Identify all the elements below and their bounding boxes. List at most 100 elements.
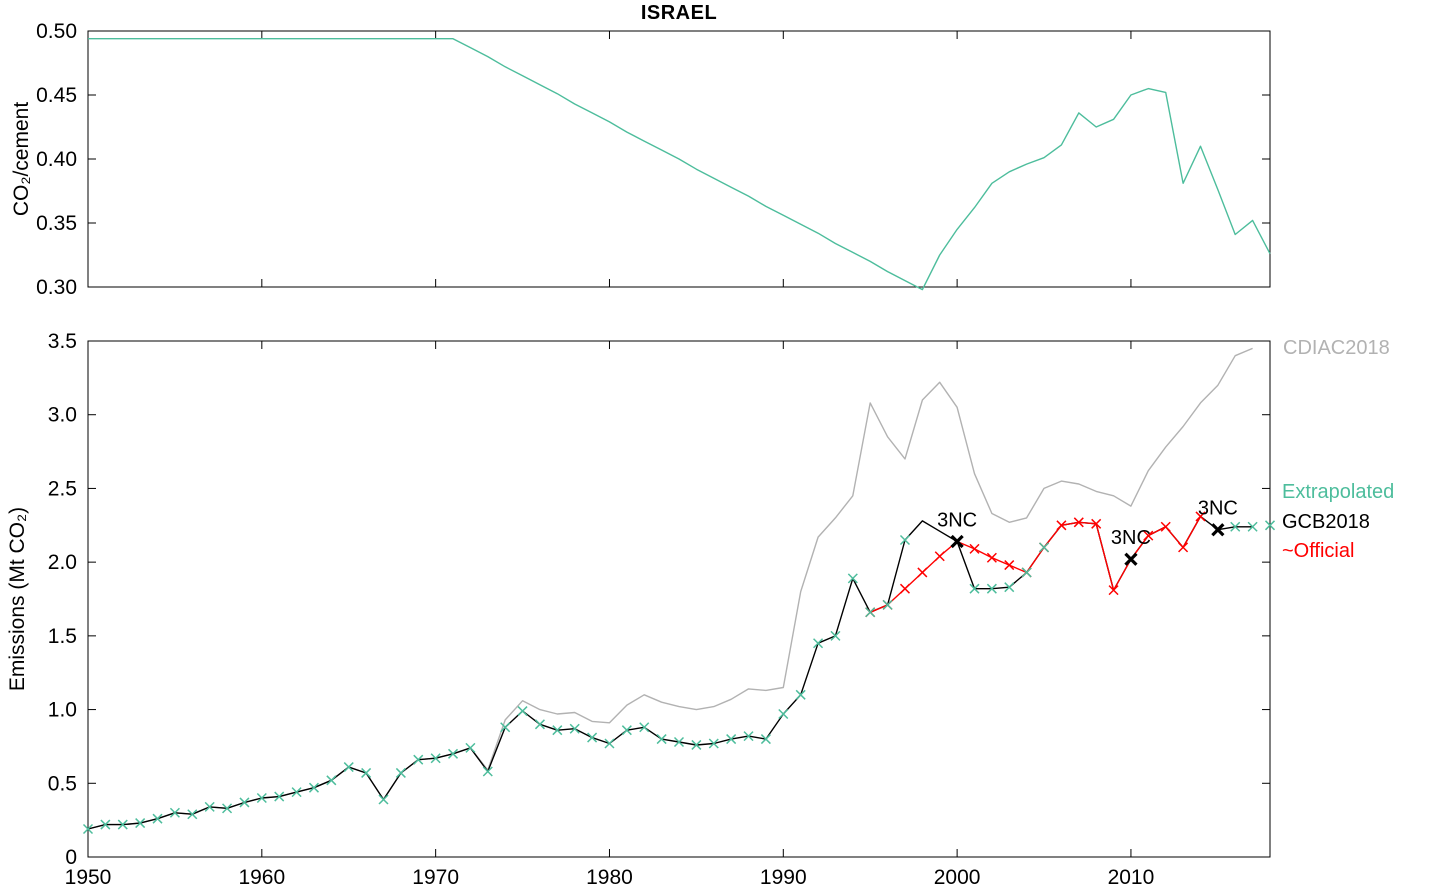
x-marker-extrapolated: [204, 801, 215, 812]
x-marker-extrapolated: [274, 791, 285, 802]
x-marker-official: [1143, 530, 1154, 541]
y-tick-label: 0.45: [36, 84, 77, 107]
axes-box: [87, 340, 1271, 858]
x-marker-extrapolated: [378, 794, 389, 805]
series-extrapolated: [82, 520, 1276, 835]
series-gcb2018: [87, 515, 1253, 830]
x-marker-extrapolated: [1021, 567, 1032, 578]
x-marker-extrapolated: [847, 573, 858, 584]
series-cdiac2018: [87, 347, 1253, 830]
x-marker-extrapolated: [778, 708, 789, 720]
x-marker-official: [1160, 521, 1171, 532]
legend-label-extrapolated: Extrapolated: [1282, 481, 1395, 503]
x-marker-extrapolated: [760, 734, 771, 745]
x-marker-extrapolated: [465, 742, 476, 753]
x-marker-extrapolated: [1004, 582, 1015, 593]
x-marker-extrapolated: [413, 754, 424, 765]
y-tick-label: 1.5: [48, 625, 77, 648]
y-tick-label: 0.35: [36, 212, 77, 235]
x-marker-extrapolated: [865, 607, 876, 618]
y-tick-label: 2.0: [48, 551, 77, 574]
x-marker-extrapolated: [552, 725, 563, 736]
x-marker-extrapolated: [969, 583, 980, 594]
x-tick-label: 1970: [412, 866, 459, 889]
x-marker-extrapolated: [482, 766, 493, 777]
x-marker-extrapolated: [152, 813, 163, 824]
x-tick-label: 1980: [586, 866, 633, 889]
series-co2-per-cement-ratio: [88, 38, 1271, 291]
legend-label-cdiac2018: CDIAC2018: [1283, 337, 1390, 359]
x-marker-extrapolated: [430, 753, 441, 764]
x-marker-official: [969, 543, 980, 554]
panel-cement-ratio: 0.30 0.35 0.40 0.45 0.50: [36, 20, 1271, 299]
x-marker-extrapolated: [239, 797, 250, 808]
x-marker-extrapolated: [604, 738, 615, 749]
x-marker-extrapolated: [726, 734, 737, 745]
x-marker-extrapolated: [517, 706, 528, 717]
x-tick-label: 2010: [1108, 866, 1155, 889]
x-marker-extrapolated: [882, 599, 893, 610]
y-tick-label: 0.5: [48, 772, 77, 795]
x-marker-extrapolated: [1247, 521, 1258, 532]
x-marker-extrapolated: [795, 689, 806, 700]
x-marker-extrapolated: [587, 732, 598, 743]
x-marker-extrapolated: [813, 638, 824, 649]
x-marker-extrapolated: [500, 722, 511, 733]
x-marker-extrapolated: [1038, 542, 1050, 553]
x-marker-extrapolated: [169, 807, 180, 818]
x-marker-official: [1195, 511, 1206, 522]
y-tick-label: 0.50: [36, 20, 77, 43]
x-marker-extrapolated: [691, 739, 702, 750]
x-marker-extrapolated: [222, 803, 233, 814]
nc-submission-x-marker: [1211, 523, 1225, 537]
x-marker-extrapolated: [343, 762, 354, 773]
x-marker-extrapolated: [135, 818, 146, 829]
x-marker-extrapolated: [361, 767, 372, 778]
x-marker-official: [917, 567, 928, 578]
y-tick-label: 0: [65, 846, 77, 869]
x-marker-official: [1178, 542, 1189, 553]
x-marker-extrapolated: [656, 734, 667, 745]
panel-emissions: 0 0.5 1.0 1.5 2.0 2.5 3.0 3.5 1950 1960 1970 1980 19…: [48, 330, 1276, 889]
x-marker-extrapolated: [447, 748, 459, 759]
series-line-co2-per-cement-ratio: [88, 38, 1271, 291]
x-marker-official: [1073, 517, 1084, 528]
x-marker-official: [934, 551, 945, 562]
x-marker-extrapolated: [621, 725, 632, 736]
x-marker-official: [1056, 520, 1067, 531]
x-marker-official: [986, 552, 997, 563]
x-tick-label: 2000: [934, 866, 981, 889]
x-marker-official: [1004, 560, 1015, 571]
x-marker-extrapolated: [1230, 521, 1241, 532]
y-tick-label: 3.5: [48, 330, 77, 353]
x-marker-extrapolated: [117, 819, 128, 830]
x-marker-extrapolated: [187, 809, 198, 820]
y-tick-label: 0.40: [36, 148, 77, 171]
x-marker-extrapolated: [534, 719, 545, 730]
x-marker-official: [899, 583, 911, 594]
nc-submission-x-marker: [950, 534, 964, 549]
x-marker-extrapolated: [569, 723, 580, 734]
x-marker-extrapolated: [899, 534, 911, 546]
x-tick-label: 1960: [238, 866, 285, 889]
x-marker-official: [1091, 518, 1102, 529]
x-marker-extrapolated: [326, 775, 337, 786]
x-marker-extrapolated: [1264, 520, 1276, 531]
series-line-official: [869, 516, 1202, 613]
series-line-gcb2018: [87, 515, 1253, 830]
x-marker-extrapolated: [743, 731, 754, 742]
y-tick-label: 1.0: [48, 699, 77, 722]
y-tick-label: 2.5: [48, 477, 77, 500]
series-line-cdiac2018: [87, 347, 1253, 830]
chart-title: ISRAEL: [640, 2, 718, 24]
legend-label-gcb2018: GCB2018: [1282, 511, 1370, 533]
x-marker-extrapolated: [830, 630, 841, 641]
x-marker-extrapolated: [639, 722, 650, 733]
x-marker-extrapolated: [986, 583, 997, 594]
nc-annotation-label: 3NC: [1198, 498, 1238, 520]
x-marker-extrapolated: [82, 823, 94, 835]
x-tick-label: 1990: [760, 866, 807, 889]
x-marker-extrapolated: [291, 787, 302, 798]
